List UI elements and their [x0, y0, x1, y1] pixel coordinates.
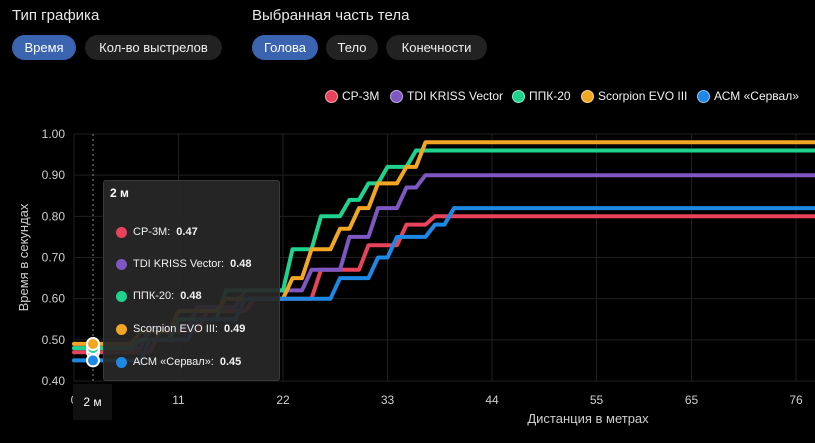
tooltip-row: АСМ «Сервал»: 0.45: [116, 356, 241, 368]
legend-swatch: [697, 89, 710, 103]
y-tick-label: 0.90: [42, 168, 66, 182]
y-tick-label: 0.80: [42, 209, 66, 223]
tooltip-series-value: 0.48: [180, 290, 202, 302]
chart-tooltip: 2 м СР-3М: 0.47 TDI KRISS Vector: 0.48 П…: [103, 180, 280, 381]
tooltip-series-value: 0.48: [230, 258, 252, 270]
legend-item-kriss-vector[interactable]: TDI KRISS Vector: [390, 85, 503, 107]
y-tick-label: 0.50: [42, 333, 66, 347]
x-tick-label: 11: [172, 393, 185, 407]
tooltip-series-name: ППК-20:: [133, 290, 175, 302]
x-tick-label: 44: [485, 393, 499, 407]
x-tick-label: 55: [590, 393, 604, 407]
legend-item-servall[interactable]: АСМ «Сервал»: [697, 85, 799, 107]
chart-legend: СР-3М TDI KRISS Vector ППК-20 Scorpion E…: [0, 85, 815, 107]
tooltip-swatch: [116, 356, 127, 368]
y-tick-label: 0.70: [42, 251, 66, 265]
legend-label: СР-3М: [342, 89, 380, 103]
legend-label: АСМ «Сервал»: [714, 89, 799, 103]
y-tick-label: 0.60: [42, 292, 66, 306]
legend-swatch: [390, 89, 403, 103]
body-part-head-button[interactable]: Голова: [252, 35, 318, 60]
legend-label: TDI KRISS Vector: [407, 89, 504, 103]
y-tick-label: 1.00: [42, 127, 66, 141]
y-tick-label: 0.40: [42, 374, 66, 388]
x-tick-label: 65: [685, 393, 699, 407]
legend-item-sr3m[interactable]: СР-3М: [325, 85, 379, 107]
tooltip-series-name: TDI KRISS Vector:: [133, 258, 225, 270]
tooltip-row: Scorpion EVO III: 0.49: [116, 323, 245, 335]
x-axis-title: Дистанция в метрах: [527, 411, 649, 426]
tooltip-swatch: [116, 290, 127, 302]
body-part-body-button[interactable]: Тело: [326, 35, 378, 60]
legend-swatch: [512, 89, 525, 103]
tooltip-series-name: СР-3М:: [133, 226, 171, 238]
x-tick-label: 76: [789, 393, 803, 407]
tooltip-row: ППК-20: 0.48: [116, 290, 202, 302]
tooltip-row: СР-3М: 0.47: [116, 226, 198, 238]
legend-item-ppk20[interactable]: ППК-20: [512, 85, 571, 107]
chart-type-shots-button[interactable]: Кол-во выстрелов: [85, 35, 222, 60]
x-tick-label: 33: [381, 393, 395, 407]
legend-swatch: [581, 89, 594, 103]
y-axis-title: Время в секундах: [16, 203, 31, 311]
tooltip-series-name: Scorpion EVO III:: [133, 323, 218, 335]
chart-type-time-button[interactable]: Время: [12, 35, 76, 60]
tooltip-swatch: [116, 323, 127, 335]
legend-label: Scorpion EVO III: [598, 89, 688, 103]
tooltip-swatch: [116, 258, 127, 270]
x-crosshair-label: 2 м: [73, 384, 112, 420]
legend-swatch: [325, 89, 338, 103]
legend-label: ППК-20: [529, 89, 571, 103]
tooltip-row: TDI KRISS Vector: 0.48: [116, 258, 252, 270]
body-part-limbs-button[interactable]: Конечности: [386, 35, 487, 60]
tooltip-series-value: 0.45: [219, 356, 242, 368]
x-tick-label: 22: [276, 393, 290, 407]
series-hover-point-3: [86, 336, 100, 351]
tooltip-swatch: [116, 226, 127, 238]
tooltip-series-name: АСМ «Сервал»:: [133, 356, 214, 368]
tooltip-title: 2 м: [110, 186, 129, 200]
series-hover-point-4: [86, 353, 100, 368]
body-part-title: Выбранная часть тела: [252, 7, 410, 24]
tooltip-series-value: 0.47: [176, 226, 198, 238]
chart-type-title: Тип графика: [12, 7, 100, 24]
legend-item-scorpion-evo[interactable]: Scorpion EVO III: [581, 85, 687, 107]
tooltip-series-value: 0.49: [223, 323, 246, 335]
